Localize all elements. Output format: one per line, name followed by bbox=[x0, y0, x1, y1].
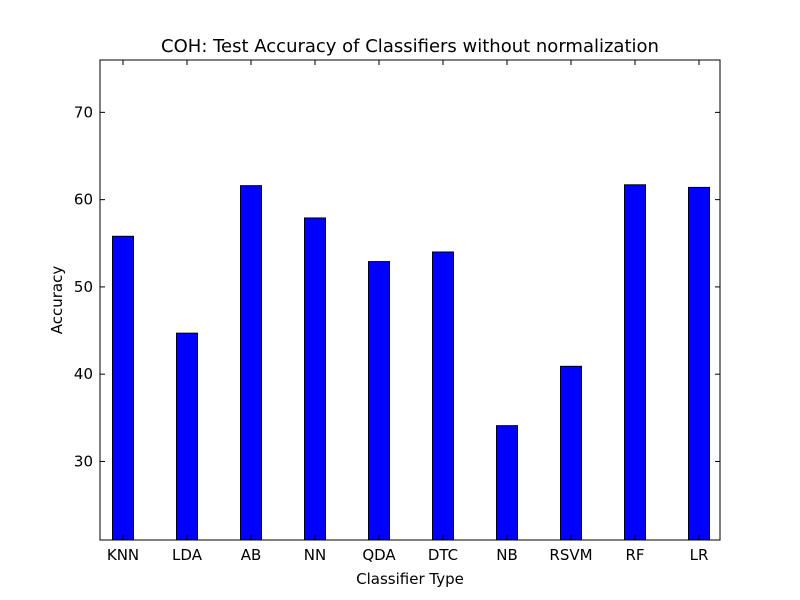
bar-qda bbox=[368, 261, 390, 541]
x-tick-label: QDA bbox=[362, 546, 396, 564]
bar-nb bbox=[496, 425, 518, 541]
x-tick-label: NB bbox=[496, 546, 518, 564]
bars-layer bbox=[112, 184, 710, 541]
x-tick-label: KNN bbox=[107, 546, 139, 564]
x-ticks: KNN LDA AB NN QDA DTC NB RSVM RF LR bbox=[107, 60, 709, 564]
bar-knn bbox=[112, 235, 134, 541]
bar-ab bbox=[240, 185, 262, 541]
y-ticks: 30 40 50 60 70 bbox=[74, 103, 720, 470]
y-axis-label: Accuracy bbox=[48, 266, 66, 335]
x-tick-label: LR bbox=[690, 546, 709, 564]
x-tick-label: AB bbox=[241, 546, 262, 564]
y-tick-label: 30 bbox=[74, 452, 93, 470]
x-tick-label: LDA bbox=[172, 546, 203, 564]
y-tick-label: 70 bbox=[74, 103, 93, 121]
x-tick-label: RSVM bbox=[549, 546, 592, 564]
x-tick-label: NN bbox=[304, 546, 326, 564]
y-tick-label: 40 bbox=[74, 365, 93, 383]
bar-dtc bbox=[432, 251, 454, 541]
x-tick-label: DTC bbox=[428, 546, 458, 564]
bar-rsvm bbox=[560, 365, 582, 541]
chart-title: COH: Test Accuracy of Classifiers withou… bbox=[161, 36, 659, 57]
bar-lr bbox=[688, 186, 710, 541]
x-tick-label: RF bbox=[625, 546, 644, 564]
plot-frame bbox=[99, 59, 721, 541]
bar-lda bbox=[176, 332, 198, 541]
bar-rf bbox=[624, 184, 646, 541]
bar-nn bbox=[304, 217, 326, 541]
x-axis-label: Classifier Type bbox=[356, 570, 464, 588]
y-tick-label: 50 bbox=[74, 278, 93, 296]
y-tick-label: 60 bbox=[74, 191, 93, 209]
